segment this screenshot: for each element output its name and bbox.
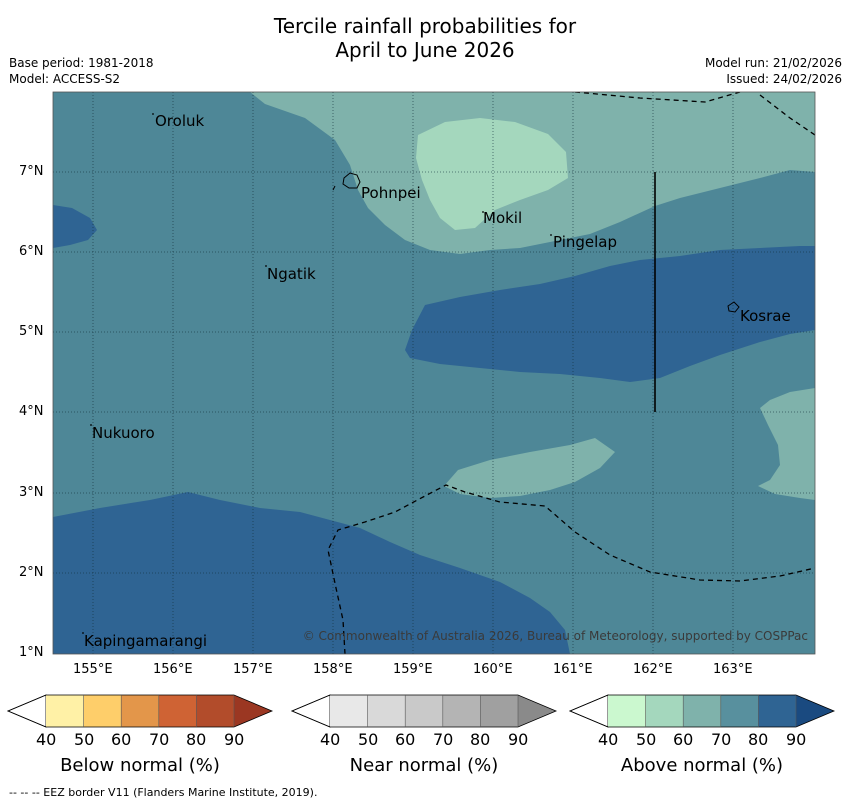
legend-colorbars (6, 694, 836, 728)
lat-tick-6n: 6°N (19, 244, 44, 259)
above-tick-50: 50 (636, 730, 657, 749)
lat-tick-3n: 3°N (19, 485, 44, 500)
region-above-80-west (53, 205, 97, 248)
near-tick-70: 70 (433, 730, 454, 749)
lon-tick-160e: 160°E (473, 662, 513, 677)
swatch-near-40 (330, 695, 368, 727)
model-run: Model run: 21/02/2026 (704, 56, 842, 70)
lon-tick-159e: 159°E (393, 662, 433, 677)
issued-date: Issued: 24/02/2026 (726, 72, 842, 86)
label-ngatik: Ngatik (267, 265, 316, 283)
rainfall-map (52, 91, 816, 655)
swatch-near-80 (480, 695, 518, 727)
graticule (53, 92, 815, 654)
swatch-near-90 (518, 695, 556, 727)
region-above-60-islet (713, 125, 748, 143)
swatch-above-50 (645, 695, 684, 727)
legend-near-caption: Near normal (%) (349, 755, 499, 776)
below-tick-50: 50 (74, 730, 95, 749)
near-tick-90: 90 (508, 730, 529, 749)
lon-tick-161e: 161°E (553, 662, 593, 677)
near-tick-50: 50 (358, 730, 379, 749)
legend-below-bar (6, 694, 274, 728)
above-tick-90: 90 (786, 730, 807, 749)
swatch-below-70 (158, 695, 197, 727)
swatch-near-60 (405, 695, 443, 727)
swatch-near-50 (367, 695, 406, 727)
title-line-2: April to June 2026 (335, 38, 515, 62)
label-nukuoro: Nukuoro (92, 424, 155, 442)
swatch-below-50 (83, 695, 122, 727)
lon-tick-163e: 163°E (713, 662, 753, 677)
above-tick-40: 40 (598, 730, 619, 749)
above-tick-80: 80 (748, 730, 769, 749)
swatch-above-90 (796, 695, 834, 727)
below-tick-90: 90 (224, 730, 245, 749)
lat-tick-1n: 1°N (19, 645, 44, 660)
below-tick-70: 70 (149, 730, 170, 749)
lat-tick-5n: 5°N (19, 324, 44, 339)
swatch-below-90 (234, 695, 272, 727)
swatch-above-70 (720, 695, 759, 727)
lon-tick-158e: 158°E (313, 662, 353, 677)
swatch-above-40 (608, 695, 646, 727)
label-pohnpei: Pohnpei (361, 184, 421, 202)
legend-below-caption: Below normal (%) (60, 755, 220, 776)
label-kapingamarangi: Kapingamarangi (84, 632, 208, 650)
base-period: Base period: 1981-2018 (9, 56, 154, 70)
lon-tick-155e: 155°E (73, 662, 113, 677)
legend-above-bar (568, 694, 836, 728)
lat-tick-7n: 7°N (19, 164, 44, 179)
below-tick-80: 80 (186, 730, 207, 749)
swatch-above-60 (683, 695, 721, 727)
near-tick-60: 60 (395, 730, 416, 749)
below-tick-40: 40 (36, 730, 57, 749)
near-tick-40: 40 (320, 730, 341, 749)
swatch-below-40 (46, 695, 84, 727)
label-kosrae: Kosrae (740, 307, 791, 325)
eez-borders (327, 92, 815, 654)
swatch-below-80 (196, 695, 234, 727)
region-above-80-central (405, 246, 815, 382)
pohnpei-island-shape (342, 172, 361, 189)
near-tick-80: 80 (470, 730, 491, 749)
chart-title: Tercile rainfall probabilities for April… (0, 14, 850, 62)
lat-tick-4n: 4°N (19, 404, 44, 419)
legend-near-bar (290, 694, 558, 728)
label-mokil: Mokil (483, 209, 523, 227)
lon-tick-156e: 156°E (153, 662, 193, 677)
label-pingelap: Pingelap (553, 233, 618, 251)
lat-tick-2n: 2°N (19, 565, 44, 580)
lon-tick-157e: 157°E (233, 662, 273, 677)
above-tick-70: 70 (711, 730, 732, 749)
swatch-near-70 (442, 695, 481, 727)
above-tick-60: 60 (673, 730, 694, 749)
swatch-below-60 (121, 695, 159, 727)
lon-tick-162e: 162°E (633, 662, 673, 677)
label-oroluk: Oroluk (155, 112, 205, 130)
kosrae-island-shape (727, 301, 740, 313)
title-line-1: Tercile rainfall probabilities for (273, 14, 577, 38)
swatch-above-80 (758, 695, 796, 727)
eez-footnote: -- -- -- EEZ border V11 (Flanders Marine… (9, 786, 318, 799)
copyright-notice: © Commonwealth of Australia 2026, Bureau… (302, 629, 808, 643)
region-above-60-south (444, 438, 615, 498)
place-markers (82, 113, 552, 634)
below-tick-60: 60 (111, 730, 132, 749)
region-above-60-east (758, 388, 815, 500)
region-above-50 (416, 118, 568, 230)
legend-above-caption: Above normal (%) (620, 755, 784, 776)
model-name: Model: ACCESS-S2 (9, 72, 121, 86)
